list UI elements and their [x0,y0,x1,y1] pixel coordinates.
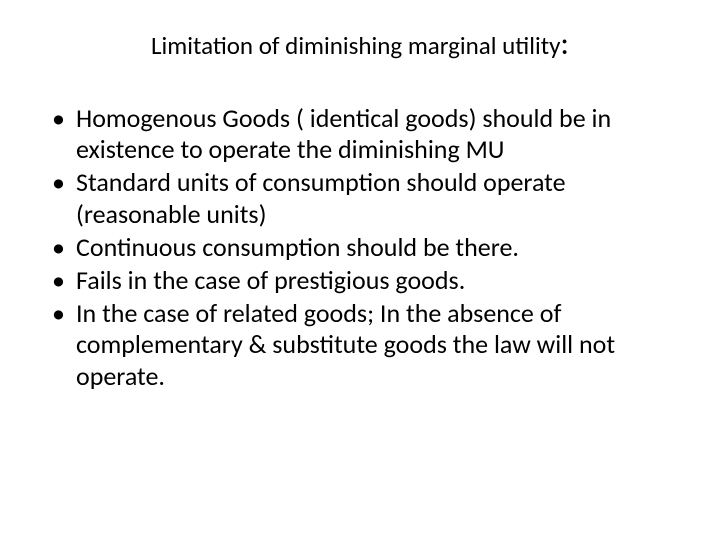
slide-title: Limitation of diminishing marginal utili… [151,30,560,61]
bullet-list: Homogenous Goods ( identical goods) shou… [48,103,672,392]
list-item: Standard units of consumption should ope… [48,167,672,229]
list-item: In the case of related goods; In the abs… [48,298,672,392]
title-container: Limitation of diminishing marginal utili… [48,24,672,63]
list-item: Homogenous Goods ( identical goods) shou… [48,103,672,165]
slide-title-colon: : [560,24,569,63]
slide: Limitation of diminishing marginal utili… [0,0,720,540]
list-item: Continuous consumption should be there. [48,232,672,263]
list-item: Fails in the case of prestigious goods. [48,265,672,296]
